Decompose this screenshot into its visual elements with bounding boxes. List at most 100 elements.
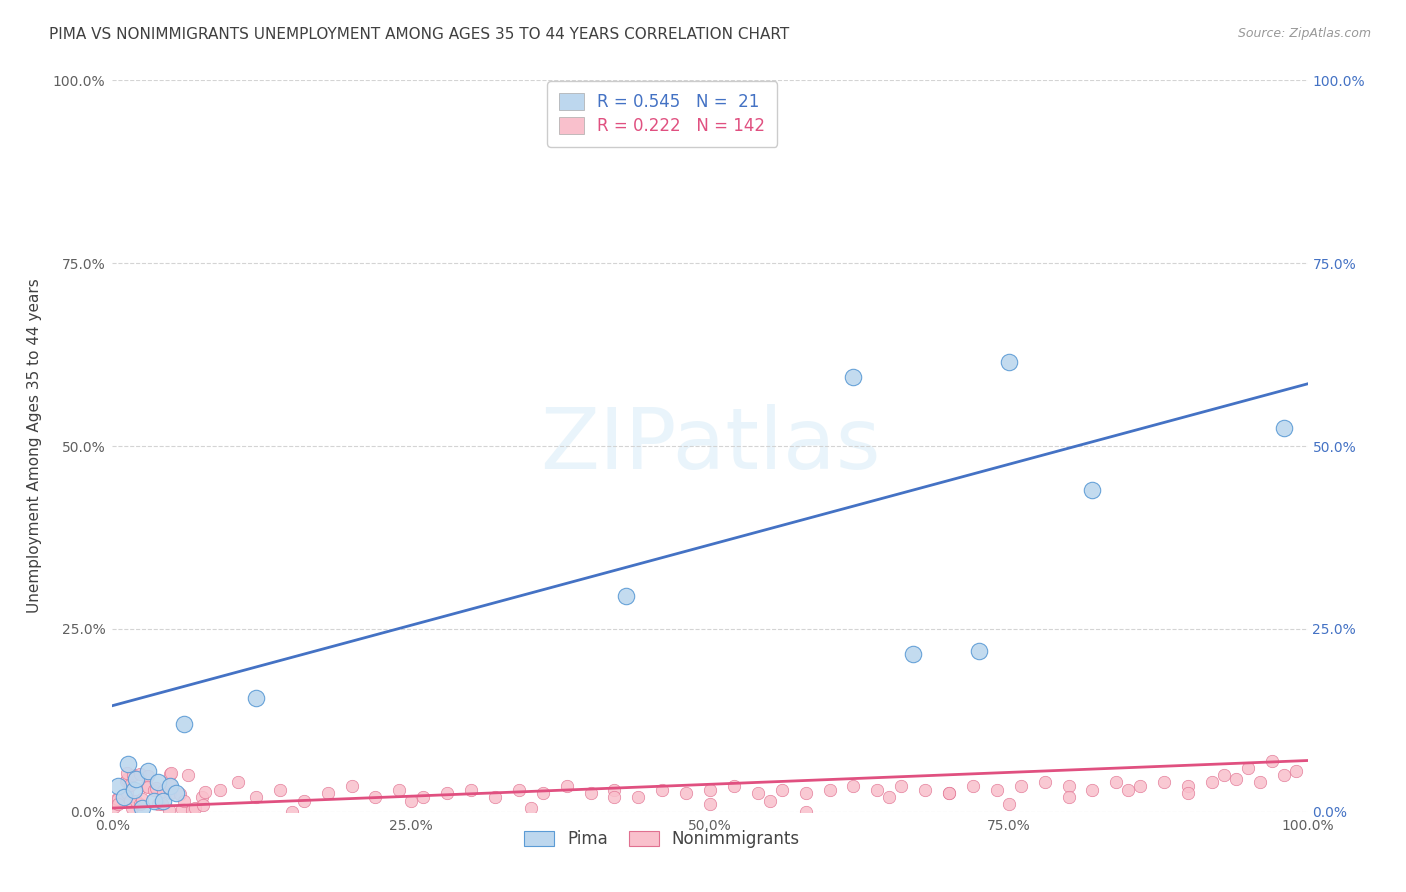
Point	[145, 780, 167, 795]
Point	[770, 782, 793, 797]
Point	[967, 644, 990, 658]
Point	[114, 790, 135, 805]
Point	[1081, 483, 1104, 497]
Point	[176, 767, 198, 781]
Point	[579, 787, 602, 801]
Point	[364, 790, 387, 805]
Point	[142, 782, 165, 797]
Point	[114, 773, 136, 788]
Point	[412, 790, 434, 805]
Point	[401, 794, 423, 808]
Point	[150, 797, 173, 811]
Point	[555, 779, 578, 793]
Point	[1033, 775, 1056, 789]
Point	[1272, 421, 1295, 435]
Point	[118, 778, 141, 792]
Point	[890, 779, 912, 793]
Point	[159, 779, 181, 793]
Point	[340, 779, 363, 793]
Point	[136, 780, 159, 795]
Point	[209, 782, 232, 797]
Point	[1118, 782, 1140, 797]
Point	[121, 801, 143, 815]
Point	[1010, 779, 1032, 793]
Point	[1177, 787, 1199, 801]
Point	[842, 779, 865, 793]
Point	[122, 782, 145, 797]
Point	[152, 794, 174, 808]
Point	[143, 794, 166, 808]
Point	[1057, 779, 1080, 793]
Point	[131, 792, 153, 806]
Point	[484, 790, 506, 805]
Point	[125, 794, 148, 808]
Point	[118, 794, 141, 808]
Point	[146, 775, 169, 789]
Point	[818, 782, 841, 797]
Point	[1272, 768, 1295, 782]
Point	[651, 782, 673, 797]
Point	[103, 799, 125, 814]
Point	[1213, 768, 1236, 782]
Point	[1261, 754, 1284, 768]
Point	[508, 782, 530, 797]
Y-axis label: Unemployment Among Ages 35 to 44 years: Unemployment Among Ages 35 to 44 years	[27, 278, 42, 614]
Point	[245, 790, 267, 805]
Point	[603, 790, 626, 805]
Point	[135, 779, 157, 793]
Point	[914, 782, 936, 797]
Point	[866, 782, 889, 797]
Point	[794, 787, 817, 801]
Point	[107, 797, 129, 812]
Point	[1225, 772, 1247, 786]
Point	[159, 766, 181, 780]
Point	[747, 787, 769, 801]
Point	[117, 757, 139, 772]
Point	[193, 797, 215, 812]
Point	[388, 782, 411, 797]
Point	[194, 785, 217, 799]
Legend: Pima, Nonimmigrants: Pima, Nonimmigrants	[517, 823, 807, 855]
Point	[269, 782, 291, 797]
Point	[281, 805, 304, 819]
Point	[998, 797, 1021, 812]
Point	[173, 717, 195, 731]
Point	[125, 772, 148, 786]
Point	[903, 648, 925, 662]
Point	[107, 779, 129, 793]
Point	[759, 794, 782, 808]
Point	[165, 787, 187, 801]
Point	[191, 790, 214, 805]
Point	[115, 787, 138, 801]
Point	[181, 803, 204, 817]
Point	[1201, 775, 1223, 789]
Point	[184, 801, 207, 815]
Point	[1057, 790, 1080, 805]
Point	[1153, 775, 1175, 789]
Point	[998, 355, 1021, 369]
Point	[136, 769, 159, 783]
Point	[107, 792, 129, 806]
Point	[962, 779, 984, 793]
Text: PIMA VS NONIMMIGRANTS UNEMPLOYMENT AMONG AGES 35 TO 44 YEARS CORRELATION CHART: PIMA VS NONIMMIGRANTS UNEMPLOYMENT AMONG…	[49, 27, 789, 42]
Point	[159, 787, 181, 801]
Point	[1105, 775, 1128, 789]
Point	[1249, 775, 1271, 789]
Point	[152, 784, 174, 798]
Point	[159, 777, 181, 791]
Point	[531, 787, 554, 801]
Point	[138, 764, 160, 779]
Text: Source: ZipAtlas.com: Source: ZipAtlas.com	[1237, 27, 1371, 40]
Point	[105, 791, 128, 805]
Point	[460, 782, 482, 797]
Point	[172, 802, 194, 816]
Point	[520, 801, 543, 815]
Point	[157, 803, 180, 817]
Point	[1237, 761, 1260, 775]
Point	[699, 797, 721, 812]
Point	[129, 767, 152, 781]
Point	[675, 787, 697, 801]
Point	[173, 794, 195, 808]
Point	[603, 782, 626, 797]
Text: ZIPatlas: ZIPatlas	[540, 404, 880, 488]
